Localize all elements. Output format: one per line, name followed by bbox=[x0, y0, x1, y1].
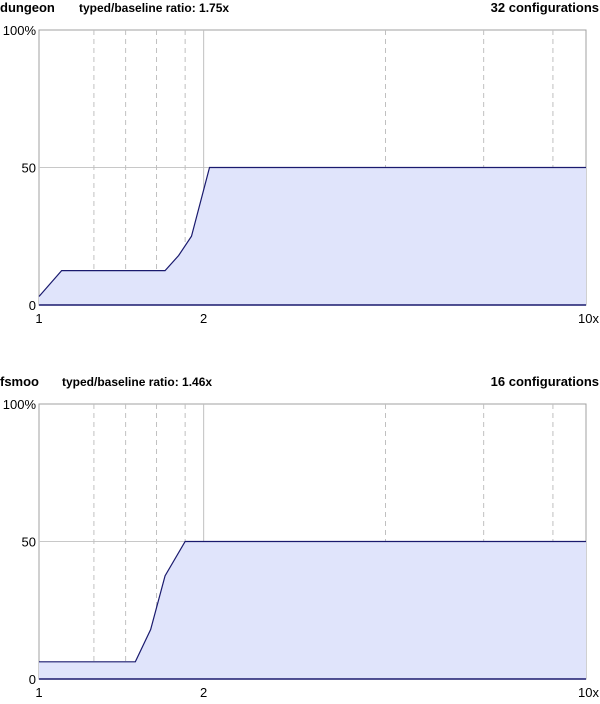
y-tick-label: 50 bbox=[22, 161, 36, 176]
chart-subtitle: typed/baseline ratio: 1.75x bbox=[79, 1, 230, 15]
chart-title: fsmoo bbox=[0, 374, 39, 389]
series-area-fill bbox=[39, 541, 586, 679]
chart-subtitle: typed/baseline ratio: 1.46x bbox=[62, 375, 213, 389]
x-tick-label: 1 bbox=[35, 685, 42, 700]
y-tick-label: 50 bbox=[22, 535, 36, 550]
chart-plot-area: 0 50 100% 1 2 10x bbox=[3, 397, 600, 700]
series-line bbox=[38, 166, 586, 297]
x-tick-label: 2 bbox=[200, 685, 207, 700]
y-tick-label: 100% bbox=[3, 23, 37, 38]
chart-panel-fsmoo: fsmoo typed/baseline ratio: 1.46x 16 con… bbox=[0, 374, 600, 704]
x-tick-label: 1 bbox=[35, 311, 42, 326]
chart-title: dungeon bbox=[0, 0, 55, 15]
chart-plot-area: 0 50 100% 1 2 10x bbox=[3, 23, 600, 326]
x-tick-label: 10x bbox=[578, 685, 599, 700]
y-tick-label: 0 bbox=[29, 298, 36, 313]
y-tick-label: 0 bbox=[29, 672, 36, 687]
y-tick-label: 100% bbox=[3, 397, 37, 412]
chart-panel-dungeon: dungeon typed/baseline ratio: 1.75x 32 c… bbox=[0, 0, 600, 330]
x-tick-label: 2 bbox=[200, 311, 207, 326]
series-line bbox=[39, 540, 586, 663]
configurations-count: 16 configurations bbox=[490, 374, 599, 389]
configurations-count: 32 configurations bbox=[490, 0, 599, 15]
x-tick-label: 10x bbox=[578, 311, 599, 326]
series-area-fill bbox=[39, 167, 586, 305]
